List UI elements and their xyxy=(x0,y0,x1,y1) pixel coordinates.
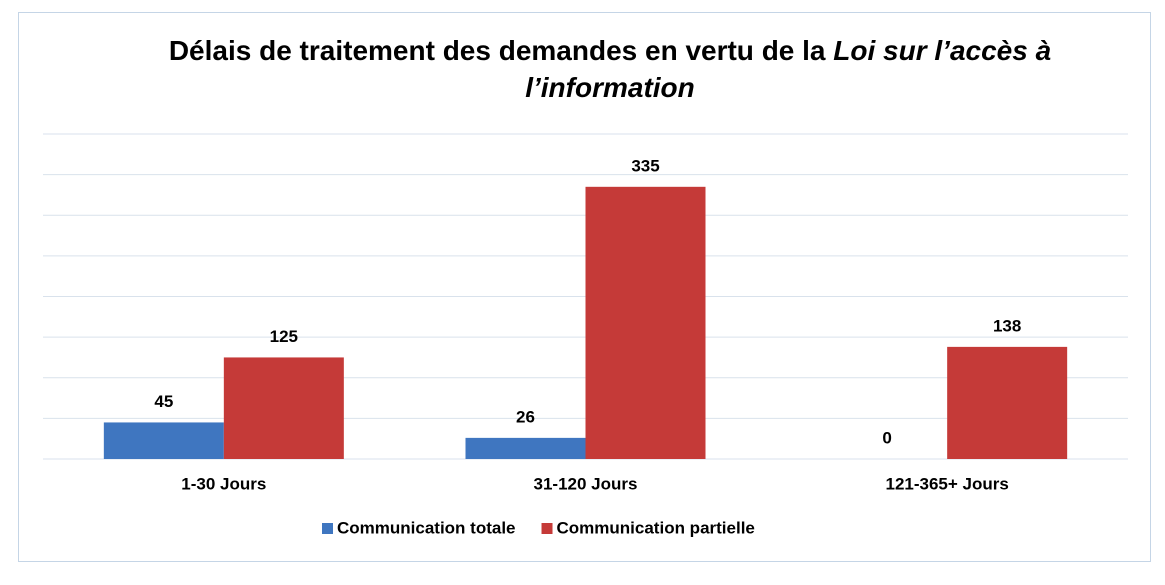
value-label: 26 xyxy=(516,407,535,426)
legend-swatch xyxy=(541,523,553,534)
value-label: 138 xyxy=(993,316,1021,335)
value-label: 45 xyxy=(154,392,173,411)
value-label: 0 xyxy=(882,428,891,447)
bar xyxy=(465,437,586,459)
title-text: Délais de traitement des demandes en ver… xyxy=(168,35,826,66)
title-italic: Loi sur l’accès à l’information xyxy=(525,35,1052,103)
bar xyxy=(223,357,344,459)
x-tick-label: 31-120 Jours xyxy=(534,474,638,493)
chart-title: Délais de traitement des demandes en ver… xyxy=(120,32,1100,106)
legend-label: Communication totale xyxy=(337,518,516,537)
legend-label: Communication partielle xyxy=(557,518,755,537)
bar xyxy=(947,346,1068,459)
bar xyxy=(585,186,706,459)
value-label: 335 xyxy=(631,156,659,175)
legend-swatch xyxy=(322,523,333,534)
chart-frame xyxy=(18,12,1151,562)
bar xyxy=(103,422,224,459)
x-tick-label: 121-365+ Jours xyxy=(885,474,1008,493)
x-tick-label: 1-30 Jours xyxy=(181,474,266,493)
value-label: 125 xyxy=(270,327,298,346)
